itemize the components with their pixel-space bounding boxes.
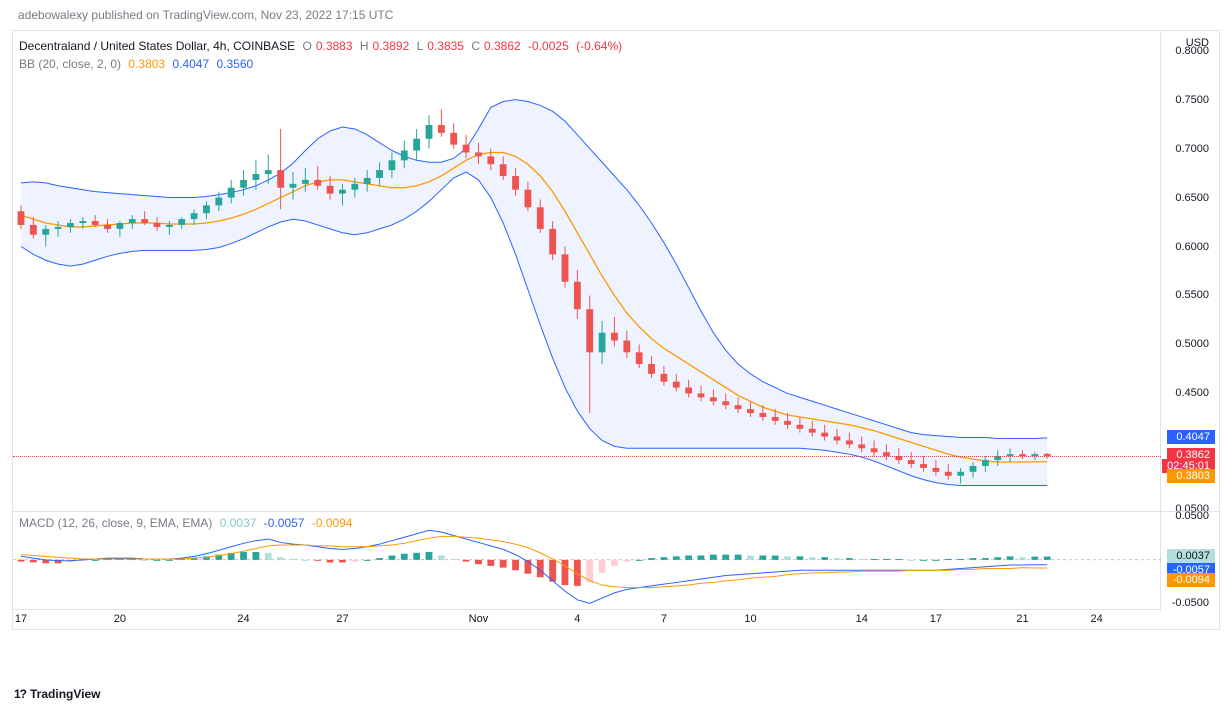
xaxis-tick: 21 — [1016, 613, 1028, 625]
yaxis-tick: 0.4500 — [1175, 387, 1209, 399]
xaxis-tick: 4 — [574, 613, 580, 625]
yaxis-tick: 0.6500 — [1175, 192, 1209, 204]
c-label: C — [471, 39, 480, 53]
current-price-line — [13, 456, 1161, 457]
xaxis-tick: 17 — [930, 613, 942, 625]
bb-mid: 0.3803 — [128, 57, 165, 71]
yaxis-tick: 0.7500 — [1175, 94, 1209, 106]
yaxis-tick: 0.7000 — [1175, 143, 1209, 155]
l-label: L — [417, 39, 424, 53]
bb-label: BB (20, close, 2, 0) — [19, 57, 121, 71]
h-value: 0.3892 — [373, 39, 410, 53]
time-xaxis[interactable]: 17 20 24 27 Nov 4 7 10 14 17 21 24 — [13, 609, 1161, 629]
xaxis-tick: 20 — [114, 613, 126, 625]
tradingview-logo: 1? TradingView — [14, 687, 100, 701]
publish-date: Nov 23, 2022 17:15 UTC — [261, 8, 394, 22]
publish-header: adebowalexy published on TradingView.com… — [0, 0, 1232, 30]
price-yaxis[interactable]: USD 0.80000.75000.70000.65000.60000.5500… — [1159, 31, 1219, 511]
chart-container[interactable]: Decentraland / United States Dollar, 4h,… — [12, 30, 1220, 630]
yaxis-tick: 0.6000 — [1175, 241, 1209, 253]
author: adebowalexy — [18, 8, 88, 22]
change: -0.0025 — [528, 39, 569, 53]
brand: TradingView — [30, 687, 100, 701]
signal-val: -0.0094 — [312, 516, 353, 530]
o-label: O — [302, 39, 311, 53]
xaxis-tick: Nov — [469, 613, 489, 625]
l-value: 0.3835 — [427, 39, 464, 53]
bb-lower: 0.3560 — [216, 57, 253, 71]
price-badge: 0.3803 — [1167, 469, 1215, 483]
symbol-title: Decentraland / United States Dollar, 4h,… — [19, 39, 295, 53]
price-badge: 0.4047 — [1167, 430, 1215, 444]
macd-val: -0.0057 — [264, 516, 305, 530]
xaxis-tick: 27 — [336, 613, 348, 625]
bb-upper: 0.4047 — [172, 57, 209, 71]
macd-panel[interactable]: MACD (12, 26, close, 9, EMA, EMA) 0.0037… — [13, 511, 1161, 611]
macd-badge: -0.0094 — [1167, 573, 1215, 587]
h-label: H — [360, 39, 369, 53]
yaxis-tick: 0.5000 — [1175, 338, 1209, 350]
macd-yaxis-tick: 0.0500 — [1175, 510, 1209, 522]
macd-badge: 0.0037 — [1167, 549, 1215, 563]
xaxis-tick: 14 — [856, 613, 868, 625]
o-value: 0.3883 — [316, 39, 353, 53]
macd-yaxis[interactable]: 0.0500-0.0500 0.0037-0.0057-0.0094 — [1159, 511, 1219, 611]
legend-main: Decentraland / United States Dollar, 4h,… — [19, 37, 626, 73]
macd-hist-val: 0.0037 — [220, 516, 257, 530]
xaxis-tick: 24 — [1091, 613, 1103, 625]
c-value: 0.3862 — [484, 39, 521, 53]
xaxis-tick: 10 — [744, 613, 756, 625]
price-chart-svg — [13, 31, 1161, 511]
legend-macd: MACD (12, 26, close, 9, EMA, EMA) 0.0037… — [19, 516, 357, 530]
published-on: published on TradingView.com, — [91, 8, 257, 22]
change-pct: (-0.64%) — [576, 39, 622, 53]
tv-glyph-icon: 1? — [14, 687, 26, 701]
macd-label: MACD (12, 26, close, 9, EMA, EMA) — [19, 516, 212, 530]
price-panel[interactable]: Decentraland / United States Dollar, 4h,… — [13, 31, 1161, 511]
xaxis-tick: 17 — [15, 613, 27, 625]
yaxis-tick: 0.5500 — [1175, 289, 1209, 301]
yaxis-tick: 0.8000 — [1175, 45, 1209, 57]
xaxis-tick: 7 — [661, 613, 667, 625]
xaxis-tick: 24 — [237, 613, 249, 625]
macd-yaxis-tick: -0.0500 — [1172, 597, 1209, 609]
